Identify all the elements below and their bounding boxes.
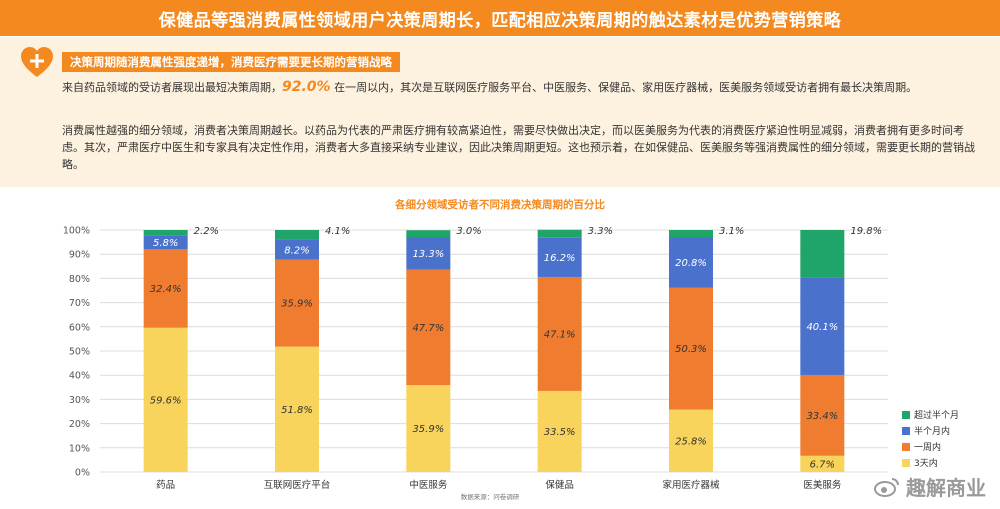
x-tick-label: 家用医疗器械 bbox=[662, 479, 720, 491]
paragraph-2: 消费属性越强的细分领域，消费者决策周期越长。以药品为代表的严肃医疗拥有较高紧迫性… bbox=[62, 124, 975, 171]
y-tick-label: 30% bbox=[69, 395, 90, 406]
data-label: 16.2% bbox=[544, 253, 576, 264]
data-label: 4.1% bbox=[325, 226, 350, 237]
highlight-value: 92.0% bbox=[282, 79, 331, 95]
bar-segment bbox=[669, 230, 713, 238]
chart-title: 各细分领域受访者不同消费决策周期的百分比 bbox=[394, 198, 605, 211]
data-label: 3.0% bbox=[456, 226, 481, 237]
y-tick-label: 90% bbox=[69, 250, 90, 261]
y-tick-label: 70% bbox=[69, 298, 90, 309]
legend-label: 超过半个月 bbox=[914, 409, 959, 421]
bar-segment bbox=[800, 230, 845, 278]
bar-segment bbox=[406, 269, 451, 386]
data-label: 6.7% bbox=[810, 459, 835, 470]
chart-area: 各细分领域受访者不同消费决策周期的百分比 0% 10% 20% 30% 40% 50% 60%… bbox=[0, 190, 1000, 509]
x-tick-label: 药品 bbox=[156, 480, 175, 491]
y-tick-label: 0% bbox=[75, 468, 90, 479]
bar-segment bbox=[800, 374, 845, 456]
bar-segment bbox=[406, 385, 451, 472]
y-tick-label: 100% bbox=[63, 226, 90, 237]
legend-swatch bbox=[902, 459, 910, 467]
weibo-icon bbox=[874, 477, 899, 497]
paragraph-1: 来自药品领域的受访者展现出最短决策周期，92.0% 在一周以内，其次是互联网医疗… bbox=[62, 79, 982, 96]
bar-segment bbox=[537, 276, 582, 391]
legend-swatch bbox=[902, 427, 910, 435]
legend-label: 3天内 bbox=[914, 457, 938, 469]
data-label: 2.2% bbox=[194, 226, 219, 237]
bar-segment bbox=[275, 259, 319, 347]
y-tick-label: 40% bbox=[69, 371, 90, 382]
data-label: 13.3% bbox=[412, 249, 444, 260]
page-title: 保健品等强消费属性领域用户决策周期长，匹配相应决策周期的触达素材是优势营销策略 bbox=[0, 0, 1000, 36]
data-label: 40.1% bbox=[806, 322, 838, 333]
bar-segment bbox=[275, 239, 319, 260]
data-label: 35.9% bbox=[412, 424, 444, 435]
info-panel: 决策周期随消费属性强度递增，消费医疗需要更长期的营销战略 来自药品领域的受访者展… bbox=[0, 37, 1000, 187]
data-label: 3.3% bbox=[588, 226, 613, 237]
bar-segment bbox=[537, 390, 582, 472]
data-label: 33.4% bbox=[806, 411, 838, 422]
data-label: 47.1% bbox=[544, 329, 576, 340]
bar-segment bbox=[275, 230, 319, 240]
watermark: 趣解商业 bbox=[874, 472, 986, 501]
data-label: 19.8% bbox=[850, 226, 882, 237]
legend-label: 半个月内 bbox=[914, 425, 950, 437]
data-label: 33.5% bbox=[544, 427, 576, 438]
data-label: 25.8% bbox=[675, 436, 707, 447]
bar-segment bbox=[143, 327, 188, 472]
bar-segment bbox=[143, 235, 188, 250]
legend-swatch bbox=[902, 411, 910, 419]
bar-segment bbox=[537, 229, 582, 238]
data-label: 32.4% bbox=[150, 284, 182, 295]
data-label: 8.2% bbox=[284, 245, 309, 256]
bar-segment bbox=[669, 237, 713, 288]
data-label: 35.9% bbox=[281, 299, 313, 310]
x-tick-label: 中医服务 bbox=[409, 479, 448, 491]
bar-segment bbox=[800, 277, 845, 375]
watermark-text: 趣解商业 bbox=[906, 476, 986, 500]
paragraph-1-lead: 来自药品领域的受访者展现出最短决策周期， bbox=[62, 81, 282, 94]
y-tick-label: 10% bbox=[69, 443, 90, 454]
y-tick-label: 20% bbox=[69, 419, 90, 430]
bar-segment bbox=[406, 230, 451, 238]
bar-segment bbox=[669, 287, 713, 410]
source-note: 数据来源：问卷调研 bbox=[461, 492, 520, 501]
bar-segment bbox=[669, 409, 713, 472]
stacked-bar-chart: 各细分领域受访者不同消费决策周期的百分比 0% 10% 20% 30% 40% 50% 60%… bbox=[63, 198, 959, 501]
y-tick-label: 60% bbox=[69, 322, 90, 333]
data-label: 50.3% bbox=[675, 344, 707, 355]
x-tick-label: 医美服务 bbox=[803, 479, 842, 491]
data-label: 47.7% bbox=[412, 323, 444, 334]
bar-segment bbox=[143, 249, 188, 328]
x-tick-label: 互联网医疗平台 bbox=[264, 479, 331, 491]
data-label: 59.6% bbox=[150, 395, 182, 406]
bar-segment bbox=[275, 346, 319, 472]
plus-heart-icon bbox=[21, 47, 53, 77]
legend-label: 一周内 bbox=[914, 441, 941, 453]
data-label: 51.8% bbox=[281, 405, 313, 416]
paragraph-1-rest: 在一周以内，其次是互联网医疗服务平台、中医服务、保健品、家用医疗器械，医美服务领… bbox=[330, 81, 918, 94]
legend-swatch bbox=[902, 443, 910, 451]
section-subtitle: 决策周期随消费属性强度递增，消费医疗需要更长期的营销战略 bbox=[62, 52, 400, 72]
bar-segment bbox=[800, 455, 845, 472]
y-tick-label: 50% bbox=[69, 347, 90, 358]
bar-segment bbox=[143, 230, 188, 236]
bar-segment bbox=[406, 237, 451, 270]
data-label: 5.8% bbox=[153, 238, 178, 249]
x-tick-label: 保健品 bbox=[545, 479, 574, 491]
y-tick-label: 80% bbox=[69, 274, 90, 285]
data-label: 20.8% bbox=[675, 258, 707, 269]
bar-segment bbox=[537, 237, 582, 277]
data-label: 3.1% bbox=[719, 226, 744, 237]
